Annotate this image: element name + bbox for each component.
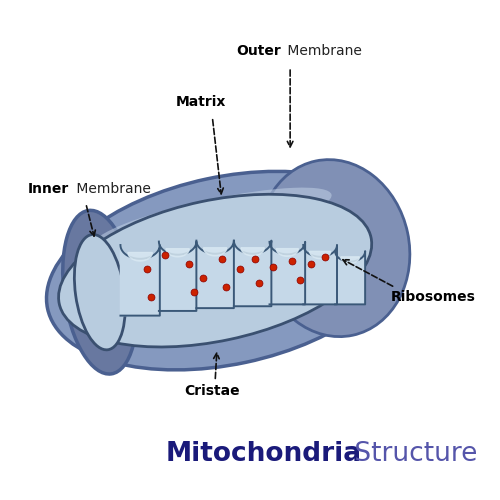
Ellipse shape xyxy=(258,160,410,336)
Polygon shape xyxy=(204,248,227,256)
Text: Membrane: Membrane xyxy=(282,44,362,59)
Ellipse shape xyxy=(74,234,126,350)
Text: Mitochondria: Mitochondria xyxy=(166,442,362,468)
Ellipse shape xyxy=(93,188,332,252)
Text: Membrane: Membrane xyxy=(72,182,150,196)
Polygon shape xyxy=(276,248,298,256)
Text: Matrix: Matrix xyxy=(176,95,226,109)
Polygon shape xyxy=(159,242,196,311)
Polygon shape xyxy=(310,252,330,258)
Text: Cristae: Cristae xyxy=(184,384,240,398)
Text: Outer: Outer xyxy=(236,44,281,59)
Ellipse shape xyxy=(62,210,137,374)
Polygon shape xyxy=(196,240,234,308)
Polygon shape xyxy=(335,251,365,304)
Polygon shape xyxy=(270,242,305,304)
Text: Inner: Inner xyxy=(28,182,69,196)
Polygon shape xyxy=(241,248,264,256)
Polygon shape xyxy=(304,245,337,304)
Text: Ribosomes: Ribosomes xyxy=(390,290,476,304)
Polygon shape xyxy=(120,245,160,316)
Ellipse shape xyxy=(58,194,372,347)
Polygon shape xyxy=(234,240,272,306)
Polygon shape xyxy=(166,248,190,257)
Text: Structure: Structure xyxy=(346,442,478,468)
Polygon shape xyxy=(341,257,359,264)
Ellipse shape xyxy=(46,172,406,370)
Polygon shape xyxy=(128,252,152,261)
